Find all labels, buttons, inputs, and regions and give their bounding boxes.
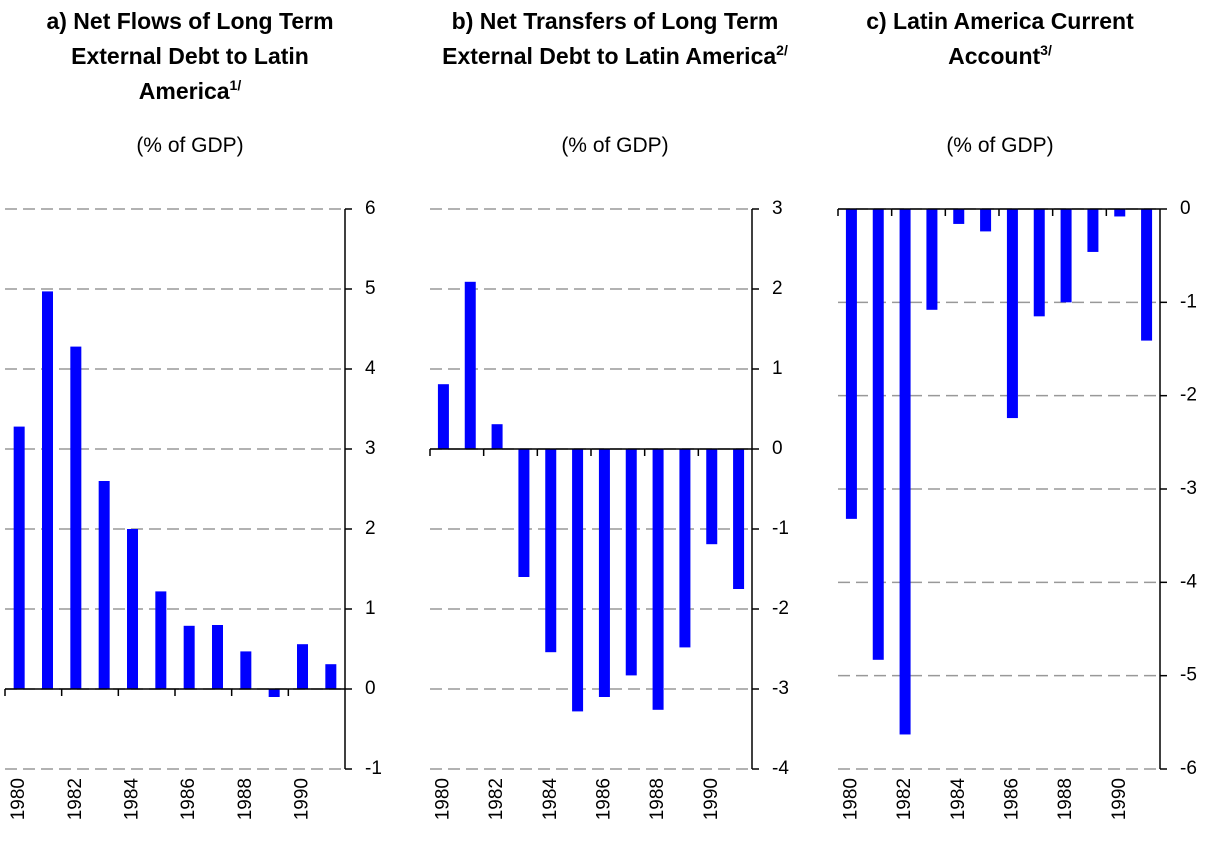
x-tick-label: 1982 [894, 778, 915, 820]
y-tick-label: -6 [1180, 758, 1197, 779]
y-tick-label: 3 [772, 198, 783, 219]
chart-title: a) Net Flows of Long Term External Debt … [46, 8, 334, 104]
bar [325, 664, 337, 689]
x-tick-label: 1980 [840, 778, 861, 820]
subtitle: (% of GDP) [946, 134, 1054, 157]
bar [679, 449, 691, 648]
bar [733, 449, 745, 589]
bar [953, 209, 965, 224]
footnote: 1/ [229, 77, 242, 93]
bar [1006, 209, 1018, 419]
chart-title: b) Net Transfers of Long Term External D… [442, 8, 779, 69]
y-tick-label: 5 [365, 278, 376, 299]
bar [518, 449, 530, 577]
y-tick-label: -1 [1180, 291, 1197, 312]
x-tick-label: 1986 [178, 778, 199, 820]
y-tick-label: -2 [1180, 385, 1197, 406]
x-tick-label: 1990 [1109, 778, 1130, 820]
bar [1114, 209, 1126, 217]
bar [98, 481, 110, 689]
bar [491, 424, 503, 449]
y-tick-label: 0 [772, 438, 783, 459]
bar [155, 591, 167, 689]
bar [1141, 209, 1153, 341]
bar [652, 449, 664, 710]
x-tick-label: 1984 [948, 778, 969, 821]
x-tick-label: 1990 [292, 778, 313, 820]
x-tick-label: 1980 [8, 778, 29, 820]
x-tick-label: 1984 [540, 778, 561, 821]
bar [1060, 209, 1072, 303]
bar [1033, 209, 1045, 317]
y-tick-label: 1 [365, 598, 376, 619]
x-tick-label: 1986 [593, 778, 614, 820]
x-tick-label: 1982 [65, 778, 86, 820]
bar [598, 449, 610, 697]
y-tick-label: 3 [365, 438, 376, 459]
y-tick-label: -5 [1180, 665, 1197, 686]
bar [980, 209, 992, 232]
bar [1087, 209, 1099, 252]
subtitle: (% of GDP) [561, 134, 669, 157]
bar [70, 346, 82, 689]
bar [464, 281, 476, 449]
bar [572, 449, 584, 712]
bar [872, 209, 884, 660]
bar [13, 426, 25, 689]
y-tick-label: -1 [772, 518, 789, 539]
chart-title: c) Latin America Current Account [866, 8, 1134, 69]
y-tick-label: -4 [772, 758, 789, 779]
x-tick-label: 1980 [432, 778, 453, 820]
bar [42, 291, 53, 689]
x-tick-label: 1988 [647, 778, 668, 820]
bar [268, 689, 280, 697]
chart-title-block: a) Net Flows of Long Term External Debt … [30, 4, 350, 109]
x-tick-label: 1982 [486, 778, 507, 820]
bar [437, 384, 449, 449]
y-tick-label: 1 [772, 358, 783, 379]
y-tick-label: -1 [365, 758, 382, 779]
bar [240, 651, 252, 689]
bar [127, 529, 138, 689]
y-tick-label: 4 [365, 358, 376, 379]
bar [212, 625, 223, 689]
y-tick-label: -2 [772, 598, 789, 619]
y-tick-label: -3 [772, 678, 789, 699]
subtitle: (% of GDP) [136, 134, 244, 157]
x-tick-label: 1986 [1001, 778, 1022, 820]
y-tick-label: 0 [1180, 198, 1191, 219]
chart-title-block: b) Net Transfers of Long Term External D… [425, 4, 805, 74]
y-tick-label: 2 [365, 518, 376, 539]
y-tick-label: 2 [772, 278, 783, 299]
y-tick-label: -4 [1180, 571, 1197, 592]
y-tick-label: 6 [365, 198, 376, 219]
y-tick-label: 0 [365, 678, 376, 699]
x-tick-label: 1988 [235, 778, 256, 820]
y-tick-label: -3 [1180, 478, 1197, 499]
x-tick-label: 1984 [122, 778, 143, 821]
bar [297, 644, 308, 689]
bar [545, 449, 557, 653]
chart-title-block: c) Latin America Current Account3/ [860, 4, 1140, 74]
footnote: 3/ [1040, 42, 1052, 58]
bar [845, 209, 857, 519]
bar [706, 449, 718, 545]
bar [625, 449, 637, 676]
bar [899, 209, 911, 735]
footnote: 2/ [776, 42, 788, 58]
x-tick-label: 1990 [701, 778, 722, 820]
bar [926, 209, 938, 310]
x-tick-label: 1988 [1055, 778, 1076, 820]
bar [183, 625, 195, 689]
